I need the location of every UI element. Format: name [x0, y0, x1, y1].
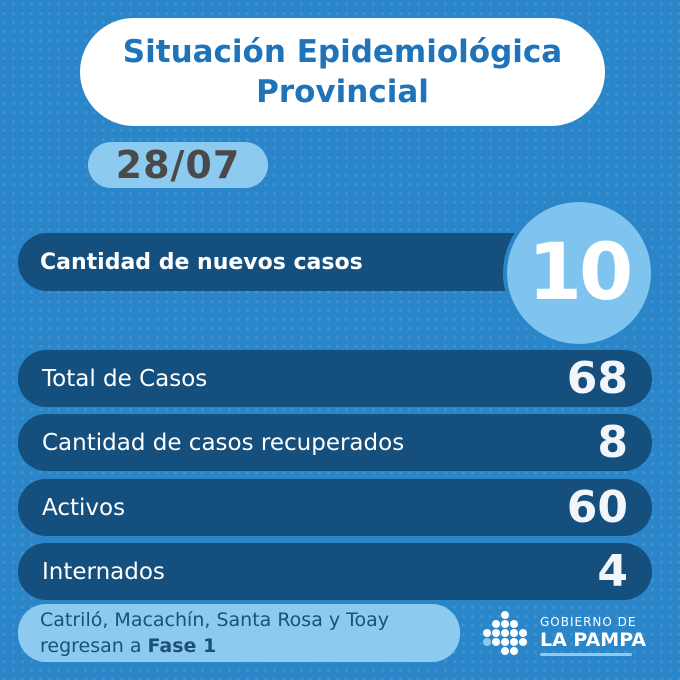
new-cases-value: 10 [527, 228, 634, 318]
stat-value: 68 [566, 353, 628, 404]
logo-line2: LA PAMPA [540, 628, 647, 651]
new-cases-bar: Cantidad de nuevos casos [18, 233, 558, 291]
note-line2: regresan a Fase 1 [40, 633, 438, 659]
date-badge: 28/07 [88, 142, 268, 188]
date-text: 28/07 [115, 143, 241, 187]
new-cases-label: Cantidad de nuevos casos [40, 249, 363, 275]
logo-line1: GOBIERNO DE [540, 614, 637, 629]
note-line2-bold: Fase 1 [147, 635, 217, 657]
stat-value: 60 [566, 482, 628, 533]
title-line1: Situación Epidemiológica [122, 34, 563, 70]
stat-row-recovered: Cantidad de casos recuperados 8 [18, 414, 652, 471]
note-line1: Catriló, Macachín, Santa Rosa y Toay [40, 609, 390, 631]
stat-row-active: Activos 60 [18, 479, 652, 536]
logo-underline [540, 652, 632, 656]
stat-value: 4 [597, 546, 628, 597]
stat-value: 8 [597, 417, 628, 468]
phase-note: Catriló, Macachín, Santa Rosa y Toay reg… [18, 604, 460, 662]
stat-label: Total de Casos [42, 365, 208, 392]
stat-label: Activos [42, 494, 126, 521]
stat-label: Internados [42, 558, 165, 585]
note-line2-prefix: regresan a [40, 635, 148, 657]
title-line2: Provincial [256, 74, 429, 110]
stat-row-hospitalized: Internados 4 [18, 543, 652, 600]
title-box: Situación Epidemiológica Provincial [80, 18, 605, 126]
stat-label: Cantidad de casos recuperados [42, 429, 405, 456]
logo-text: GOBIERNO DE LA PAMPA [540, 615, 646, 656]
new-cases-circle: 10 [503, 198, 655, 348]
stat-row-total: Total de Casos 68 [18, 350, 652, 407]
dots-icon [483, 611, 527, 655]
government-logo: GOBIERNO DE LA PAMPA [478, 606, 658, 664]
